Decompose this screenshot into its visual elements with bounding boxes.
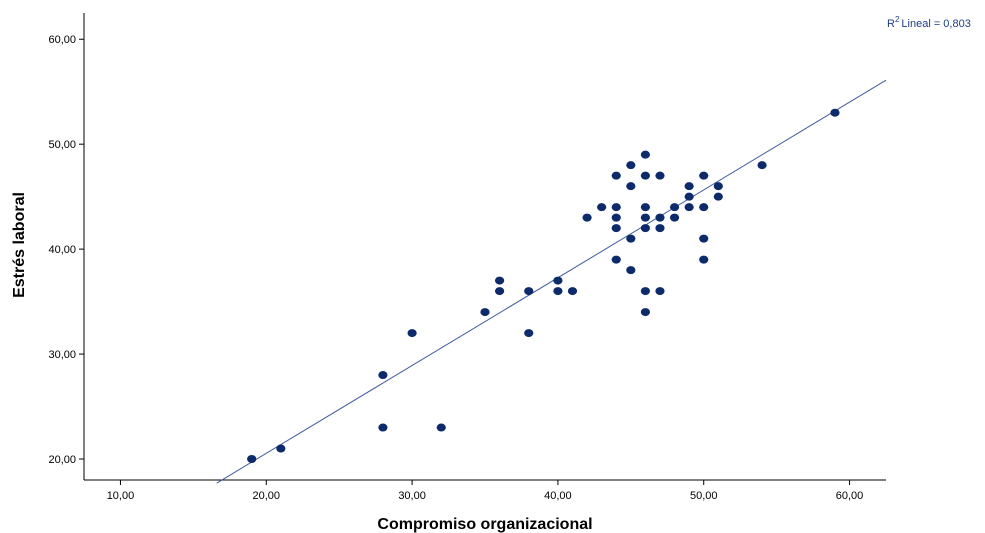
- data-point: [247, 455, 257, 464]
- data-point: [699, 203, 709, 212]
- data-point: [626, 234, 636, 243]
- data-point: [757, 161, 767, 170]
- data-point: [582, 213, 592, 222]
- data-point: [553, 276, 563, 285]
- data-point: [640, 287, 651, 296]
- data-point: [699, 255, 709, 264]
- r2-annotation: R2 Lineal = 0,803: [887, 15, 971, 30]
- data-point: [378, 371, 388, 380]
- r2-superscript: 2: [895, 15, 900, 24]
- r2-label: Lineal = 0,803: [901, 18, 970, 30]
- y-tick-label: 40,00: [48, 244, 76, 256]
- data-point: [480, 308, 490, 317]
- y-tick-label: 60,00: [48, 34, 76, 46]
- data-point: [494, 287, 505, 296]
- data-point: [611, 255, 621, 264]
- data-point: [640, 150, 651, 159]
- labels-group: 10,00 20,00 30,00 40,00 50,00 60,00 20,00 30,00…: [48, 34, 863, 502]
- data-point: [684, 203, 694, 212]
- data-point: [553, 287, 563, 296]
- data-point: [524, 329, 534, 338]
- data-point: [713, 182, 723, 191]
- x-tick-label: 50,00: [690, 490, 718, 502]
- data-point: [611, 213, 621, 222]
- x-tick-label: 40,00: [544, 490, 572, 502]
- data-point: [626, 161, 636, 170]
- data-point: [699, 234, 709, 243]
- data-point: [684, 192, 694, 201]
- data-point: [597, 203, 607, 212]
- y-axis-title: Estrés laboral: [11, 192, 28, 298]
- r2-r-letter: R: [887, 18, 895, 30]
- axes: [79, 13, 886, 485]
- data-point: [669, 213, 680, 222]
- fit-line-group: [216, 79, 887, 484]
- points-group: [247, 108, 840, 464]
- data-point: [626, 266, 636, 275]
- data-point: [640, 171, 651, 180]
- data-point: [276, 444, 286, 453]
- data-point: [494, 276, 505, 285]
- data-point: [626, 182, 636, 191]
- data-point: [611, 224, 621, 233]
- x-tick-label: 20,00: [253, 490, 281, 502]
- data-point: [436, 423, 446, 432]
- x-tick-label: 60,00: [836, 490, 864, 502]
- data-point: [567, 287, 578, 296]
- data-point: [407, 329, 417, 338]
- data-point: [640, 203, 651, 212]
- y-tick-label: 30,00: [48, 349, 76, 361]
- y-tick-label: 20,00: [48, 454, 76, 466]
- data-point: [684, 182, 694, 191]
- data-point: [655, 213, 665, 222]
- data-point: [830, 108, 840, 117]
- x-tick-label: 10,00: [107, 490, 135, 502]
- data-point: [640, 213, 651, 222]
- fit-line: [216, 79, 887, 484]
- data-point: [640, 308, 651, 317]
- data-point: [378, 423, 388, 432]
- data-point: [699, 171, 709, 180]
- data-point: [611, 203, 621, 212]
- y-tick-label: 50,00: [48, 139, 76, 151]
- data-point: [524, 287, 534, 296]
- data-point: [611, 171, 621, 180]
- data-point: [669, 203, 680, 212]
- x-axis-title: Compromiso organizacional: [377, 516, 592, 533]
- data-point: [655, 287, 665, 296]
- data-point: [655, 171, 665, 180]
- x-tick-label: 30,00: [398, 490, 426, 502]
- data-point: [713, 192, 723, 201]
- data-point: [655, 224, 665, 233]
- data-point: [640, 224, 651, 233]
